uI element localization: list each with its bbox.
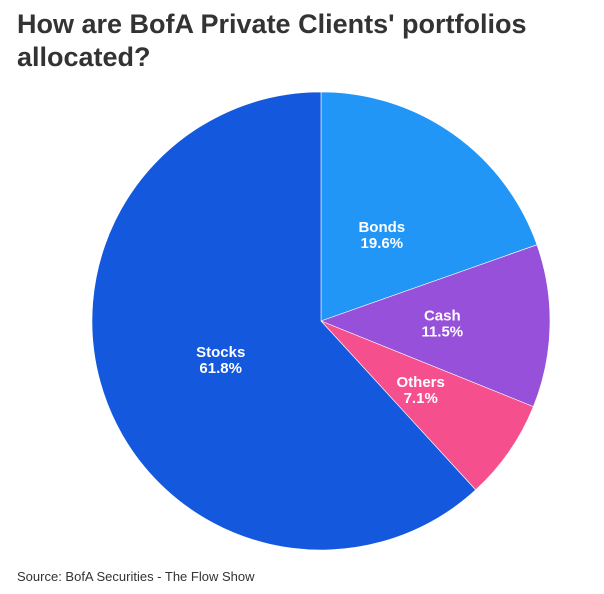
pie-slice-others: [320, 320, 534, 491]
pie-slices: [91, 91, 551, 551]
slice-value-stocks: 61.8%: [199, 360, 242, 377]
slice-label-cash: Cash: [424, 308, 461, 325]
slice-value-bonds: 19.6%: [361, 235, 404, 252]
slice-label-bonds: Bonds: [358, 219, 405, 236]
slice-value-others: 7.1%: [404, 390, 438, 407]
pie-slice-cash: [320, 244, 551, 408]
slice-value-cash: 11.5%: [421, 324, 463, 341]
chart-title: How are BofA Private Clients' portfolios…: [17, 9, 527, 72]
slice-label-stocks: Stocks: [196, 344, 245, 361]
source-note: Source: BofA Securities - The Flow Show: [17, 569, 255, 584]
slice-label-others: Others: [397, 374, 445, 391]
pie-slice-stocks: [91, 91, 477, 551]
